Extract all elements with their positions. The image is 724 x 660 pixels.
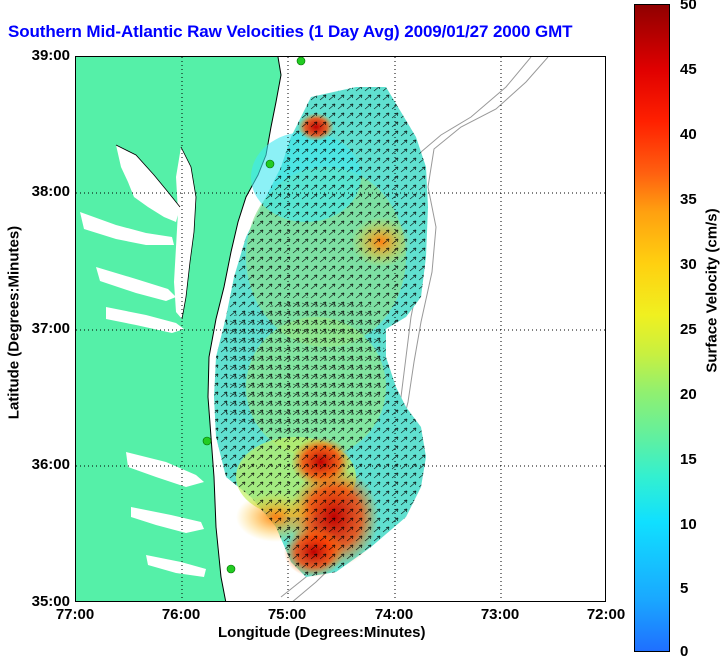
x-tick-label: 77:00: [55, 606, 95, 623]
radar-station-marker: [226, 564, 236, 574]
inland-shoreline: [115, 144, 197, 320]
y-axis-title: Latitude (Degrees:Minutes): [5, 225, 23, 420]
colorbar-title: Surface Velocity (cm/s): [703, 208, 721, 373]
y-tick-label: 35:00: [31, 593, 70, 610]
map-plot-area: [75, 56, 606, 602]
radar-station-marker: [296, 57, 306, 66]
grid-lines: [76, 57, 605, 601]
colorbar-tick-label: 40: [680, 126, 697, 143]
colorbar-tick-label: 50: [680, 0, 697, 13]
colorbar-tick-label: 0: [680, 643, 689, 660]
radar-station-marker: [265, 159, 275, 169]
colorbar-tick-label: 15: [680, 451, 697, 468]
colorbar-tick-label: 25: [680, 321, 697, 338]
colorbar-tick-label: 35: [680, 191, 697, 208]
y-tick-label: 39:00: [31, 47, 70, 64]
colorbar-tick-label: 20: [680, 386, 697, 403]
x-axis-title: Longitude (Degrees:Minutes): [218, 624, 426, 641]
coastline: [207, 57, 282, 601]
x-tick-label: 72:00: [586, 606, 626, 623]
y-tick-label: 36:00: [31, 456, 70, 473]
velocity-vectors: [226, 297, 386, 437]
radar-station-marker: [202, 436, 212, 446]
y-tick-label: 37:00: [31, 320, 70, 337]
colorbar-tick-label: 45: [680, 61, 697, 78]
colorbar-tick-label: 30: [680, 256, 697, 273]
x-tick-label: 75:00: [267, 606, 307, 623]
x-tick-label: 73:00: [480, 606, 520, 623]
colorbar-tick-label: 5: [680, 580, 689, 597]
colorbar-tick-label: 10: [680, 516, 697, 533]
map-canvas: [76, 57, 605, 601]
x-tick-label: 74:00: [374, 606, 414, 623]
y-tick-label: 38:00: [31, 183, 70, 200]
x-tick-label: 76:00: [161, 606, 201, 623]
map-title: Southern Mid-Atlantic Raw Velocities (1 …: [8, 22, 573, 41]
chesapeake-bay: [80, 145, 206, 577]
colorbar: [634, 4, 670, 652]
